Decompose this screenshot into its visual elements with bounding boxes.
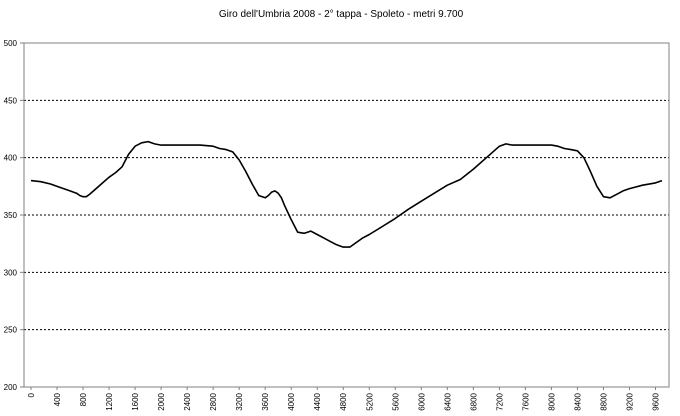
x-tick-label: 3600 bbox=[261, 392, 270, 410]
x-tick-label: 3200 bbox=[235, 392, 244, 410]
x-tick-label: 7600 bbox=[521, 392, 530, 410]
x-tick-label: 9600 bbox=[651, 392, 660, 410]
x-tick-label: 4800 bbox=[339, 392, 348, 410]
x-tick-label: 8800 bbox=[599, 392, 608, 410]
y-tick-label: 350 bbox=[4, 211, 18, 220]
x-tick-label: 5600 bbox=[391, 392, 400, 410]
x-tick-label: 4400 bbox=[313, 392, 322, 410]
series-layer bbox=[30, 140, 663, 248]
y-tick-label: 400 bbox=[4, 154, 18, 163]
x-tick-label: 1600 bbox=[131, 392, 140, 410]
y-tick-label: 450 bbox=[4, 96, 18, 105]
x-tick-label: 800 bbox=[79, 392, 88, 406]
x-tick-label: 4000 bbox=[287, 392, 296, 410]
y-tick-label: 250 bbox=[4, 326, 18, 335]
y-tick-label: 500 bbox=[4, 39, 18, 48]
x-tick-label: 9200 bbox=[625, 392, 634, 410]
x-tick-label: 7200 bbox=[495, 392, 504, 410]
chart-title: Giro dell'Umbria 2008 - 2° tappa - Spole… bbox=[219, 9, 464, 20]
x-tick-label: 1200 bbox=[105, 392, 114, 410]
x-tick-label: 2800 bbox=[209, 392, 218, 410]
x-tick-label: 2000 bbox=[157, 392, 166, 410]
gridlines bbox=[24, 99, 669, 331]
y-axis: 500 450 400 350 300 250 200 bbox=[4, 39, 24, 392]
x-tick-label: 6800 bbox=[469, 392, 478, 410]
x-tick-label: 2400 bbox=[183, 392, 192, 410]
elevation-line bbox=[30, 140, 663, 248]
x-tick-label: 6400 bbox=[443, 392, 452, 410]
y-tick-label: 300 bbox=[4, 268, 18, 277]
x-tick-label: 5200 bbox=[365, 392, 374, 410]
x-tick-label: 8000 bbox=[547, 392, 556, 410]
x-tick-label: 8400 bbox=[573, 392, 582, 410]
x-axis: 0 400 800 1200 1600 2000 2400 2800 3200 3600 4000 4… bbox=[27, 387, 660, 411]
y-tick-label: 200 bbox=[4, 383, 18, 392]
x-tick-label: 6000 bbox=[417, 392, 426, 410]
x-tick-label: 400 bbox=[53, 392, 62, 406]
x-tick-label: 0 bbox=[27, 392, 36, 397]
